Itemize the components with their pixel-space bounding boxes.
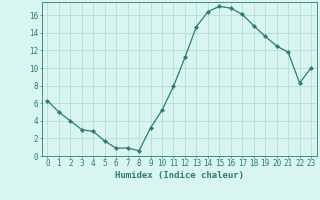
X-axis label: Humidex (Indice chaleur): Humidex (Indice chaleur) [115,171,244,180]
